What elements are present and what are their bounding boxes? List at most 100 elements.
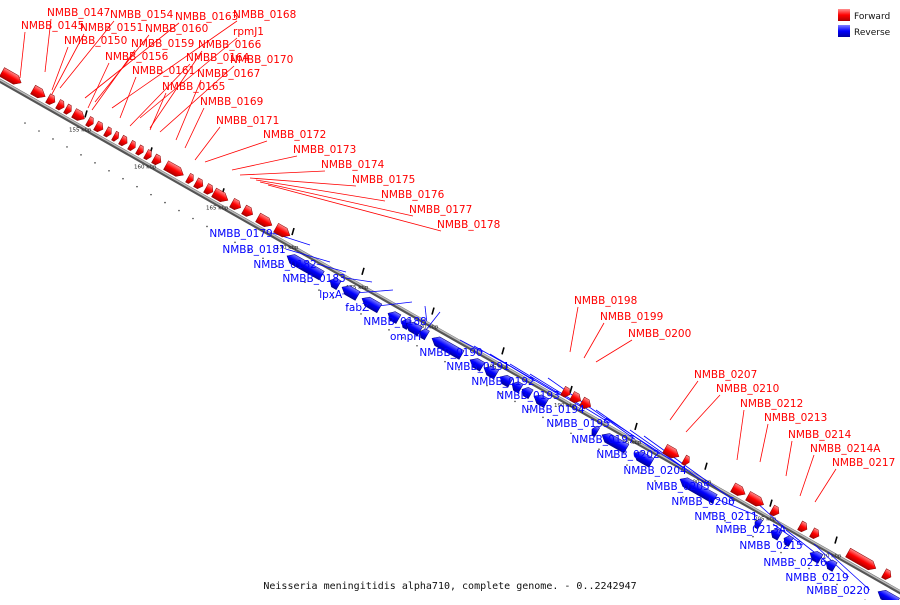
gene-label-nmbb-0166: NMBB_0166 [198, 39, 262, 51]
gene-arrow-nmbb-0169-17 [193, 177, 204, 189]
leader-line-forward [184, 107, 205, 149]
gene-label-nmbb-0194: NMBB_0194 [521, 404, 585, 416]
minor-tick-dot [374, 321, 376, 323]
minor-tick-dot [318, 289, 320, 291]
minor-tick-dot [248, 249, 250, 252]
gene-label-nmbb-0220: NMBB_0220 [806, 585, 869, 597]
gene-label-nmbb-0200: NMBB_0200 [628, 328, 691, 340]
leader-line-forward [149, 50, 203, 129]
major-tick-mark [769, 499, 773, 507]
minor-tick-dot [332, 297, 334, 299]
gene-arrow-nmbb-0179-0 [286, 254, 325, 281]
leader-line-forward [799, 454, 815, 497]
tick-label: 160 kbp [134, 164, 157, 170]
gene-label-nmbb-0173: NMBB_0173 [293, 144, 356, 156]
tick-label: 195 kbp [619, 440, 642, 446]
leader-line-forward [59, 20, 115, 89]
minor-tick-dot [752, 535, 754, 538]
leader-line-forward [685, 394, 721, 433]
minor-tick-dot [682, 496, 684, 498]
gene-label-nmbb-0174: NMBB_0174 [321, 159, 385, 171]
legend-forward-label: Forward [854, 12, 890, 22]
minor-tick-dot [472, 376, 474, 379]
gene-arrow-nmbb-0183-3 [361, 296, 383, 314]
gene-arrow-nmbb-0161-14 [151, 153, 162, 166]
minor-tick-dot [122, 177, 124, 180]
leader-line-forward [239, 170, 326, 176]
minor-tick-dot [584, 440, 586, 442]
leader-line-forward [51, 33, 85, 95]
gene-label-nmbb-0214a: NMBB_0214A [810, 443, 881, 455]
gene-label-nmbb-0190: NMBB_0190 [419, 347, 482, 359]
gene-arrow-nmbb-0217-35 [881, 568, 892, 580]
gene-arrow-nmbb-0200-28 [681, 454, 690, 466]
gene-arrow-nmbb-0170-13 [143, 149, 152, 161]
gene-label-nmbb-0145: NMBB_0145 [21, 20, 84, 32]
gene-label-nmbb-0198: NMBB_0198 [574, 295, 637, 307]
gene-arrow-nmbb-0182-2 [341, 285, 361, 301]
gene-label-nmbb-0181: NMBB_0181 [222, 244, 285, 256]
leader-line-reverse [643, 435, 735, 502]
gene-label-fabz: fabZ [345, 302, 369, 314]
tick-label: 175 kbp [346, 285, 369, 291]
gene-arrow-nmbb-0212-31 [769, 504, 780, 517]
gene-label-nmbb-0192: NMBB_0192 [471, 376, 534, 388]
minor-tick-dot [738, 527, 740, 530]
minor-tick-dot [458, 368, 460, 371]
leader-line-forward [569, 306, 579, 353]
leader-line-forward [204, 140, 268, 163]
gene-arrow-nmbb-0175-22 [255, 212, 273, 227]
gene-label-nmbb-0172: NMBB_0172 [263, 129, 326, 141]
gene-arrow-nmbb-0172-19 [211, 187, 229, 202]
leader-line-forward [87, 62, 110, 109]
minor-tick-dot [38, 130, 40, 132]
gene-label-nmbb-0214: NMBB_0214 [788, 429, 852, 441]
gene-label-nmbb-0151: NMBB_0151 [80, 22, 143, 34]
gene-label-omph: ompH [390, 331, 421, 343]
gene-label-nmbb-0202: NMBB_0202 [596, 449, 659, 461]
gene-arrow-nmbb-0165-16 [185, 172, 194, 184]
minor-tick-dot [94, 162, 96, 164]
major-tick-mark [704, 462, 708, 470]
gene-label-nmbb-0159: NMBB_0159 [131, 38, 194, 50]
minor-tick-dot [304, 281, 306, 283]
minor-tick-dot [570, 432, 572, 435]
gene-label-nmbb-0163: NMBB_0163 [175, 11, 238, 23]
minor-tick-dot [192, 217, 194, 220]
gene-arrow-nmbb-0214a-34 [845, 547, 877, 571]
leader-line-forward [111, 20, 238, 109]
gene-label-nmbb-0213a: NMBB_0213A [716, 524, 787, 536]
legend-reverse-swatch [838, 25, 850, 37]
gene-arrow-nmbb-0159-9 [111, 130, 120, 142]
leader-line-forward [595, 339, 633, 363]
gene-label-nmbb-0199: NMBB_0199 [600, 311, 663, 323]
gene-arrow-nmbb-0145-1 [30, 84, 46, 99]
minor-tick-dot [108, 169, 110, 172]
gene-label-nmbb-0191: NMBB_0191 [446, 361, 509, 373]
minor-tick-dot [178, 209, 180, 212]
leader-line-forward [129, 63, 191, 127]
leader-line-forward [44, 18, 52, 73]
gene-arrow-lpxa-4 [387, 311, 402, 324]
gene-label-nmbb-0217: NMBB_0217 [832, 457, 895, 469]
minor-tick-dot [724, 519, 726, 522]
gene-labels: NMBB_0147NMBB_0145NMBB_0154NMBB_0151NMBB… [21, 7, 895, 597]
gene-label-nmbb-0213: NMBB_0213 [764, 412, 827, 424]
gene-arrow-nmbb-0213a-20 [770, 528, 783, 541]
gene-arrow-nmbb-0195-13 [521, 387, 534, 400]
gene-label-nmbb-0170: NMBB_0170 [230, 54, 293, 66]
gene-label-nmbb-0211: NMBB_0211 [694, 511, 757, 523]
major-tick-mark [84, 110, 88, 118]
gene-arrow-nmbb-0205-17 [633, 451, 655, 468]
gene-label-nmbb-0219: NMBB_0219 [785, 572, 848, 584]
minor-tick-dot [542, 416, 544, 419]
gene-arrow-nmbb-0192-10 [483, 366, 499, 380]
gene-label-nmbb-0154: NMBB_0154 [110, 9, 174, 21]
minor-tick-dot [640, 472, 642, 474]
gene-arrow-nmbb-0216-22 [809, 551, 824, 564]
gene-arrow-nmbb-0174-21 [241, 204, 253, 217]
gene-arrow-nmbb-0147-0 [0, 67, 22, 85]
minor-tick-dot [402, 336, 404, 339]
